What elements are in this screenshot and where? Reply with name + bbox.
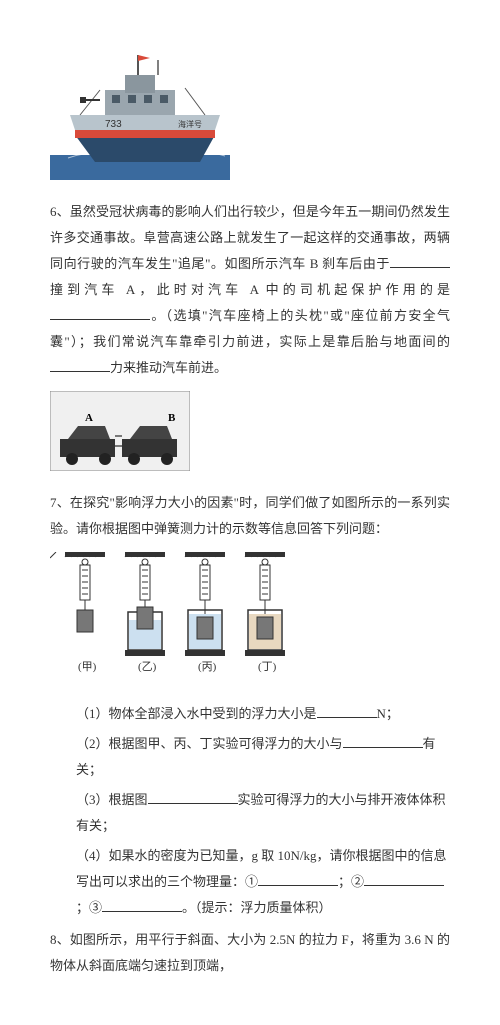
spring-figure: (甲) (乙) (丙) (丁)	[50, 552, 450, 691]
q7-blank-2	[343, 734, 423, 748]
label-yi: (乙)	[138, 660, 157, 673]
spring-illustration: (甲) (乙) (丙) (丁)	[50, 552, 310, 682]
question-8: 8、如图所示，用平行于斜面、大小为 2.5N 的拉力 F，将重为 3.6 N 的…	[50, 927, 450, 979]
q7-sub4: （4）如果水的密度为已知量，g 取 10N/kg，请你根据图中的信息写出可以求出…	[76, 843, 450, 921]
q7-sub1-a: （1）物体全部浸入水中受到的浮力大小是	[76, 706, 317, 721]
q7-number: 7、	[50, 495, 70, 510]
q7-intro-text: 在探究"影响浮力大小的因素"时，同学们做了如图所示的一系列实验。请你根据图中弹簧…	[50, 495, 450, 536]
q7-sub2-a: （2）根据图甲、丙、丁实验可得浮力的大小与	[76, 736, 343, 751]
q7-sub4-c: ；③	[76, 900, 102, 915]
q7-sub4-d: 。（提示：浮力质量体积）	[182, 900, 332, 915]
q7-sub1: （1）物体全部浸入水中受到的浮力大小是 N；	[76, 701, 450, 727]
label-jia: (甲)	[78, 661, 97, 673]
car-illustration: A B	[50, 391, 190, 471]
q7-blank-4a	[258, 872, 338, 886]
q8-number: 8、	[50, 932, 70, 947]
label-ding: (丁)	[258, 661, 277, 673]
q7-sub3: （3）根据图实验可得浮力的大小与排开液体体积有关；	[76, 787, 450, 839]
q6-blank-1	[390, 254, 450, 268]
ship-illustration: 733 海洋号	[50, 50, 230, 180]
q6-number: 6、	[50, 204, 70, 219]
hull-number-text: 733	[105, 119, 122, 130]
car-figure: A B	[50, 391, 450, 480]
ship-label-text: 海洋号	[178, 119, 202, 129]
svg-text:B: B	[168, 412, 176, 424]
q7-sub4-b: ；②	[338, 874, 364, 889]
q7-blank-4b	[364, 872, 444, 886]
q7-sub1-b: N；	[377, 706, 399, 721]
question-7-intro: 7、在探究"影响浮力大小的因素"时，同学们做了如图所示的一系列实验。请你根据图中…	[50, 490, 450, 542]
q6-text-d: 力来推动汽车前进。	[110, 360, 227, 375]
question-6: 6、虽然受冠状病毒的影响人们出行较少，但是今年五一期间仍然发生许多交通事故。阜营…	[50, 199, 450, 381]
q6-text-b: 撞到汽车 A，此时对汽车 A 中的司机起保护作用的是	[50, 282, 450, 297]
q6-blank-2	[50, 306, 150, 320]
q7-blank-3	[148, 790, 238, 804]
svg-text:A: A	[85, 412, 93, 424]
q6-blank-3	[50, 358, 110, 372]
q7-sub2: （2）根据图甲、丙、丁实验可得浮力的大小与有关；	[76, 731, 450, 783]
ship-figure: 733 海洋号	[50, 50, 450, 189]
q7-blank-1	[317, 704, 377, 718]
q7-blank-4c	[102, 898, 182, 912]
q8-text: 如图所示，用平行于斜面、大小为 2.5N 的拉力 F，将重为 3.6 N 的物体…	[50, 932, 450, 973]
q7-sub3-a: （3）根据图	[76, 792, 148, 807]
label-bing: (丙)	[198, 661, 217, 673]
